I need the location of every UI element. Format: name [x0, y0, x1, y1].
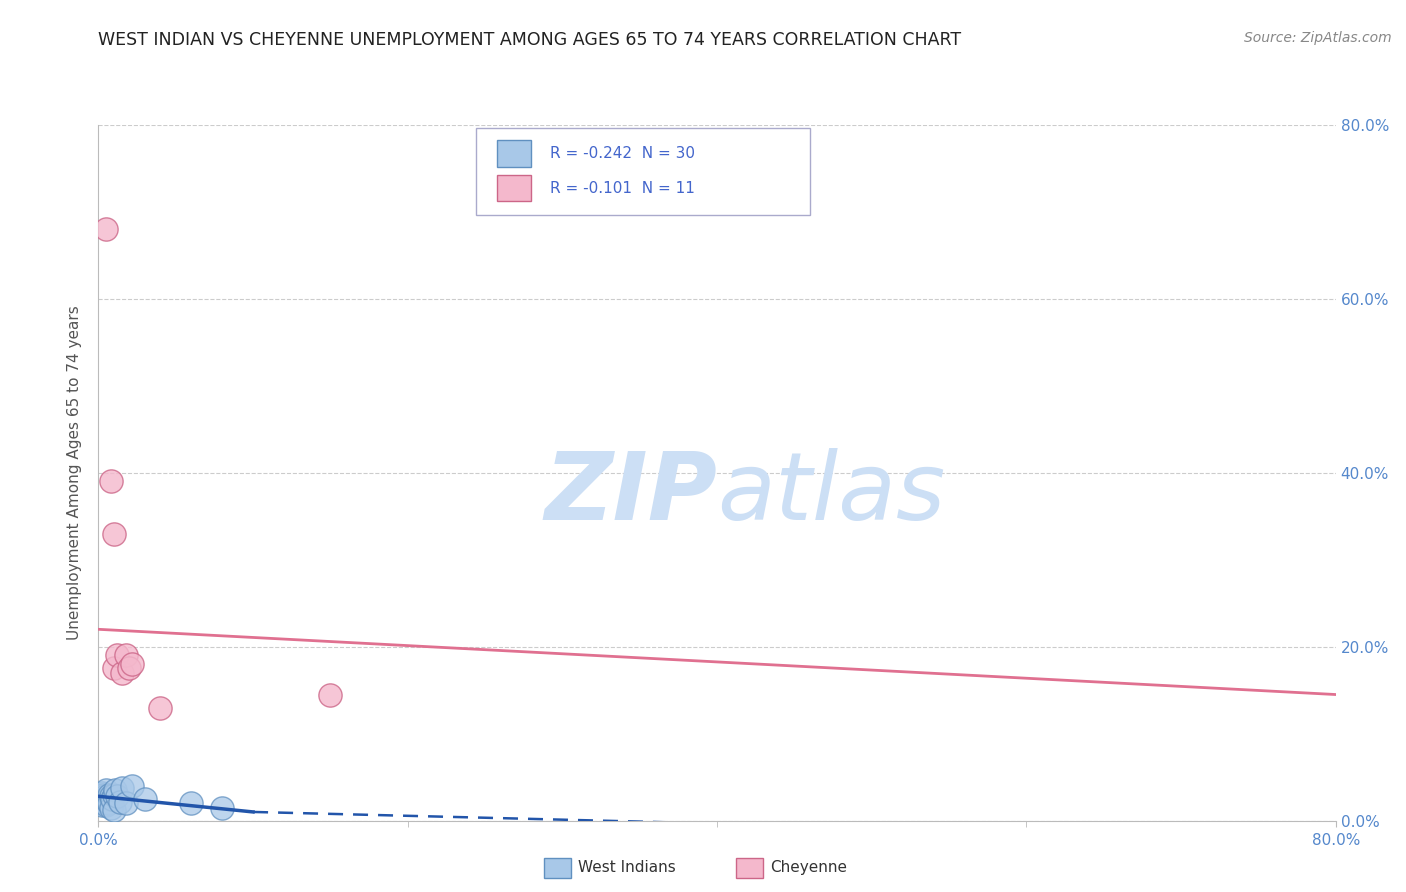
Point — [87, 792, 110, 806]
Point — [91, 792, 114, 806]
Point — [115, 648, 138, 663]
Point — [149, 700, 172, 714]
FancyBboxPatch shape — [735, 857, 763, 879]
Point — [111, 780, 134, 795]
Point — [180, 796, 202, 810]
Point — [103, 526, 125, 541]
Text: Source: ZipAtlas.com: Source: ZipAtlas.com — [1244, 31, 1392, 45]
Point — [89, 795, 111, 809]
Text: West Indians: West Indians — [578, 861, 676, 875]
Point — [103, 803, 125, 817]
Point — [90, 786, 112, 800]
Text: atlas: atlas — [717, 448, 945, 539]
FancyBboxPatch shape — [475, 128, 810, 215]
Point — [96, 783, 118, 797]
Point — [121, 779, 143, 793]
Point — [101, 792, 124, 806]
Text: WEST INDIAN VS CHEYENNE UNEMPLOYMENT AMONG AGES 65 TO 74 YEARS CORRELATION CHART: WEST INDIAN VS CHEYENNE UNEMPLOYMENT AMO… — [98, 31, 962, 49]
Text: R = -0.101  N = 11: R = -0.101 N = 11 — [550, 181, 695, 195]
Point — [97, 792, 120, 806]
FancyBboxPatch shape — [496, 175, 531, 202]
Point — [103, 788, 125, 802]
Point — [100, 800, 122, 814]
Point — [93, 796, 115, 810]
Point — [108, 795, 131, 809]
Point — [96, 797, 118, 812]
FancyBboxPatch shape — [544, 857, 571, 879]
Point — [97, 795, 120, 809]
Point — [93, 789, 115, 804]
Point — [115, 796, 138, 810]
Point — [111, 665, 134, 680]
Point — [87, 788, 110, 802]
Point — [96, 222, 118, 236]
Point — [319, 688, 342, 702]
Point — [100, 789, 122, 804]
Point — [105, 648, 128, 663]
FancyBboxPatch shape — [496, 140, 531, 167]
Point — [98, 796, 121, 810]
Point — [121, 657, 143, 671]
Text: R = -0.242  N = 30: R = -0.242 N = 30 — [550, 146, 695, 161]
Point — [90, 797, 112, 812]
Point — [89, 789, 111, 804]
Y-axis label: Unemployment Among Ages 65 to 74 years: Unemployment Among Ages 65 to 74 years — [67, 305, 83, 640]
Point — [118, 661, 141, 675]
Text: Cheyenne: Cheyenne — [770, 861, 848, 875]
Point — [91, 788, 114, 802]
Point — [103, 661, 125, 675]
Point — [134, 792, 156, 806]
Point — [104, 783, 127, 797]
Point — [100, 475, 122, 489]
Text: ZIP: ZIP — [544, 448, 717, 540]
Point — [98, 788, 121, 802]
Point — [105, 789, 128, 804]
Point — [211, 800, 233, 814]
